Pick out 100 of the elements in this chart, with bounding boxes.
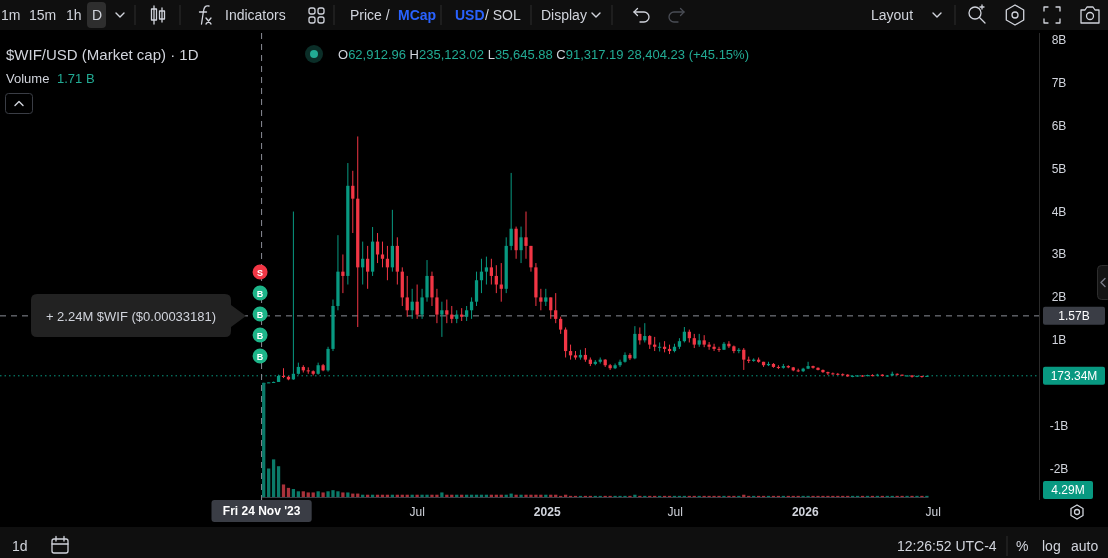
candlestick	[430, 271, 434, 307]
candlestick	[549, 296, 553, 320]
candlestick	[806, 361, 810, 370]
candlestick	[494, 264, 498, 294]
text: log	[1042, 538, 1061, 554]
candlestick	[554, 292, 558, 324]
bar	[262, 383, 266, 497]
candlestick	[435, 288, 439, 324]
candlestick	[405, 275, 409, 318]
text: 1d	[12, 538, 28, 554]
candlestick	[514, 226, 518, 260]
ref-line-label: 173.34M	[1050, 368, 1098, 383]
bar	[415, 494, 419, 497]
y-tick-label: 7B	[1051, 75, 1067, 90]
annotation: S	[257, 267, 264, 278]
annotation: 1.71 B	[57, 70, 95, 86]
x-tick-label: Jul	[409, 505, 425, 519]
annotation: + 2.24M $WIF ($0.00033181)	[45, 308, 217, 324]
candlestick	[474, 271, 479, 307]
candlestick	[509, 172, 513, 251]
candlestick	[445, 299, 449, 324]
bar	[440, 492, 444, 497]
text: Price /	[350, 7, 390, 23]
x-tick-label: 2025	[533, 505, 561, 519]
text: $WIF/USD (Market cap) · 1D	[6, 45, 199, 63]
x-tick-label: Jul	[925, 505, 941, 519]
text: Layout	[871, 7, 914, 23]
candlestick	[440, 301, 444, 338]
text: 15m	[29, 7, 57, 23]
candlestick	[420, 288, 424, 320]
candlestick	[489, 258, 493, 286]
text: 4.29M	[1051, 483, 1085, 497]
ref-line-label: 1.57B	[1058, 308, 1090, 323]
bar	[281, 484, 286, 497]
ref-line-label: Fri 24 Nov '23	[222, 504, 301, 518]
text: auto	[1071, 538, 1099, 554]
text: / SOL	[485, 7, 522, 23]
bar	[301, 491, 305, 497]
y-tick-label: -2B	[1049, 462, 1069, 477]
bar	[633, 494, 637, 497]
bar	[291, 489, 296, 497]
y-tick-label: -1B	[1049, 419, 1069, 434]
candlestick	[707, 341, 711, 351]
candlestick	[628, 352, 632, 361]
candlestick	[341, 253, 345, 294]
candlestick	[380, 241, 385, 268]
candlestick	[415, 284, 419, 320]
text: O62,912.96 H235,123.02 L35,645.88 C91,317.19 28,404.23 (+45.15%)	[338, 46, 749, 62]
text: MCap	[398, 7, 437, 23]
annotation: B	[256, 288, 264, 299]
candlestick	[618, 359, 622, 368]
y-tick-label: 8B	[1051, 32, 1067, 47]
bar	[321, 492, 325, 497]
candlestick	[524, 211, 528, 260]
candlestick	[351, 170, 355, 234]
y-tick-label: 6B	[1051, 118, 1067, 133]
bar	[296, 491, 300, 497]
candlestick	[529, 245, 533, 273]
bar	[271, 459, 276, 497]
candlestick	[539, 288, 543, 311]
candlestick	[484, 256, 489, 286]
bar	[316, 491, 320, 497]
text: 1h	[66, 7, 82, 23]
bar	[311, 492, 315, 497]
candlestick	[281, 367, 286, 379]
candlestick	[563, 326, 568, 358]
text: D	[92, 7, 103, 23]
bar	[276, 466, 281, 497]
candlestick	[920, 375, 924, 379]
annotation: B	[256, 351, 264, 362]
text: 12:26:52 UTC-4	[897, 538, 997, 554]
y-tick-label: 1B	[1051, 333, 1067, 348]
bar	[346, 492, 350, 497]
chart-title: Volume	[6, 70, 50, 86]
text: %	[1016, 538, 1029, 554]
candlestick	[608, 363, 612, 371]
candlestick	[717, 346, 721, 353]
candlestick	[390, 209, 395, 273]
candlestick	[425, 259, 429, 303]
candlestick	[742, 347, 746, 371]
candlestick	[712, 343, 716, 352]
bar	[341, 492, 345, 497]
text: Display	[541, 7, 587, 23]
bar	[267, 468, 271, 497]
bar	[519, 494, 523, 497]
bar	[306, 492, 310, 497]
candlestick	[326, 346, 330, 373]
candlestick	[306, 366, 310, 375]
annotation: B	[256, 330, 264, 341]
candlestick	[366, 245, 370, 290]
candlestick	[727, 340, 731, 349]
candlestick	[519, 226, 523, 264]
y-tick-label: 4B	[1051, 204, 1067, 219]
x-tick-label: 2026	[791, 505, 819, 519]
annotation: B	[256, 309, 264, 320]
text: Indicators	[225, 7, 286, 23]
y-tick-label: 5B	[1051, 161, 1067, 176]
text: USD	[455, 7, 485, 23]
bar	[286, 487, 291, 497]
bar	[514, 494, 518, 497]
